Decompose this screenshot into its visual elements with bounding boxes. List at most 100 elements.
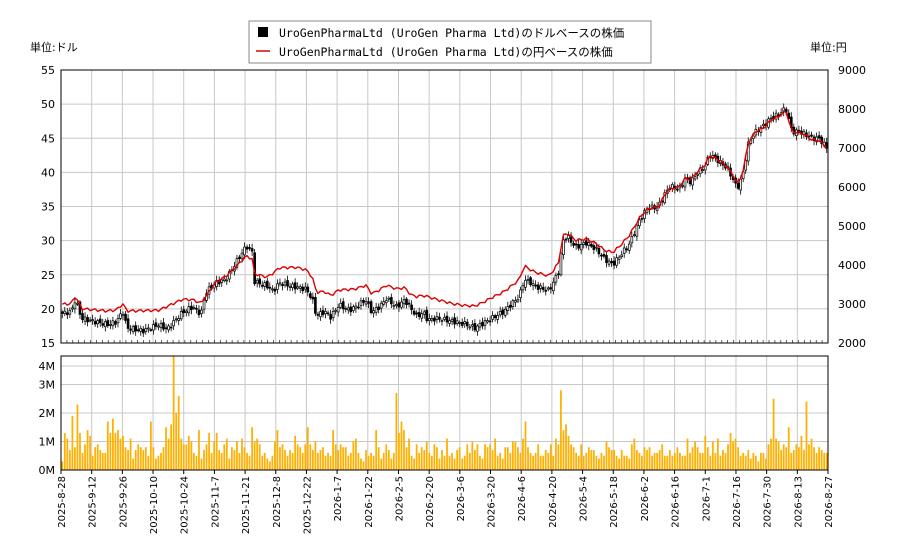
volume-bar	[499, 452, 502, 470]
x-tick-label: 2025-10-10	[149, 476, 160, 534]
candle-body	[103, 321, 107, 328]
x-tick-label: 2025-12-8	[272, 476, 283, 528]
volume-bar	[157, 455, 160, 470]
candle-body	[66, 312, 69, 316]
volume-bar	[63, 432, 66, 470]
volume-bar	[663, 455, 666, 470]
volume-bar	[443, 455, 446, 470]
candle-body	[577, 244, 580, 249]
candle-body	[635, 224, 639, 237]
volume-tick-label: 1M	[39, 436, 56, 449]
candle-body	[516, 298, 520, 302]
x-tick-label: 2026-6-2	[640, 476, 651, 521]
candle-body	[433, 317, 436, 322]
candle-body	[192, 306, 196, 309]
volume-bar	[370, 452, 372, 470]
candle-body	[445, 315, 449, 323]
candle-body	[762, 123, 765, 126]
candle-body	[491, 315, 494, 320]
candle-body	[177, 318, 181, 321]
candle-body	[60, 311, 64, 314]
candle-body	[622, 247, 626, 254]
volume-bar	[334, 444, 337, 470]
volume-bar	[506, 447, 509, 470]
candle-body	[248, 247, 251, 249]
volume-bar	[109, 432, 112, 470]
volume-bar	[787, 427, 790, 470]
volume-bar	[580, 444, 583, 470]
candle-body	[524, 279, 527, 288]
candle-body	[420, 313, 424, 319]
x-tick-label: 2026-4-20	[548, 476, 559, 528]
volume-bar	[615, 455, 618, 470]
volume-bar	[486, 447, 489, 470]
volume-bar	[456, 450, 459, 470]
volume-bar	[208, 432, 210, 470]
volume-bar	[466, 444, 469, 470]
candle-body	[86, 317, 89, 323]
volume-bar	[66, 438, 69, 470]
y-right-tick-label: 9000	[838, 64, 866, 77]
candle-body	[526, 278, 530, 281]
candle-body	[309, 293, 312, 298]
candle-body	[410, 304, 413, 311]
volume-bar	[84, 444, 86, 470]
candle-body	[825, 142, 829, 149]
volume-bar	[446, 438, 448, 470]
candle-body	[382, 301, 386, 305]
jpy-price-line	[61, 110, 828, 313]
candle-body	[78, 301, 82, 315]
candle-body	[448, 320, 451, 324]
volume-bar	[139, 447, 142, 470]
volume-bar	[681, 455, 684, 470]
candle-body	[278, 282, 282, 285]
volume-bar	[780, 450, 783, 470]
candle-body	[620, 254, 624, 257]
volume-bar	[719, 455, 722, 470]
candle-body	[334, 309, 337, 312]
right-unit-label: 単位:円	[810, 40, 847, 54]
volume-bar	[539, 455, 542, 470]
candle-body	[602, 254, 606, 257]
candle-body	[271, 288, 274, 291]
x-tick-label: 2025-9-12	[88, 476, 99, 528]
y-left-tick-label: 30	[41, 235, 55, 248]
volume-bar	[299, 447, 302, 470]
volume-bar	[319, 450, 322, 470]
candle-body	[453, 317, 456, 325]
volume-bar	[230, 447, 233, 470]
volume-bar	[314, 441, 317, 470]
volume-bar	[360, 458, 362, 470]
volume-bar	[256, 438, 259, 470]
volume-bar	[752, 452, 755, 470]
candle-body	[273, 288, 277, 292]
volume-bar	[656, 452, 659, 470]
candle-body	[691, 177, 694, 186]
candle-body	[174, 318, 178, 321]
candle-body	[567, 235, 570, 239]
volume-bar	[800, 435, 803, 470]
candle-body	[341, 301, 345, 310]
candle-body	[76, 303, 79, 305]
volume-bar	[537, 444, 540, 470]
volume-bar	[565, 424, 567, 470]
volume-bar	[438, 458, 441, 470]
volume-bar	[689, 452, 691, 470]
y-right-tick-label: 4000	[838, 259, 866, 272]
volume-bar	[684, 455, 686, 470]
volume-bar	[648, 447, 651, 470]
volume-bar	[772, 398, 775, 470]
candle-body	[303, 286, 307, 290]
volume-bar	[651, 455, 653, 470]
candle-body	[387, 297, 391, 300]
volume-bar	[620, 450, 623, 470]
volume-bar	[124, 447, 127, 470]
candle-body	[509, 304, 512, 308]
candle-body	[640, 217, 644, 220]
volume-bar	[749, 458, 752, 470]
volume-bar	[560, 390, 562, 470]
candle-body	[440, 320, 444, 322]
volume-bar	[89, 435, 91, 470]
volume-bar	[160, 452, 162, 470]
volume-tick-label: 2M	[39, 407, 56, 420]
